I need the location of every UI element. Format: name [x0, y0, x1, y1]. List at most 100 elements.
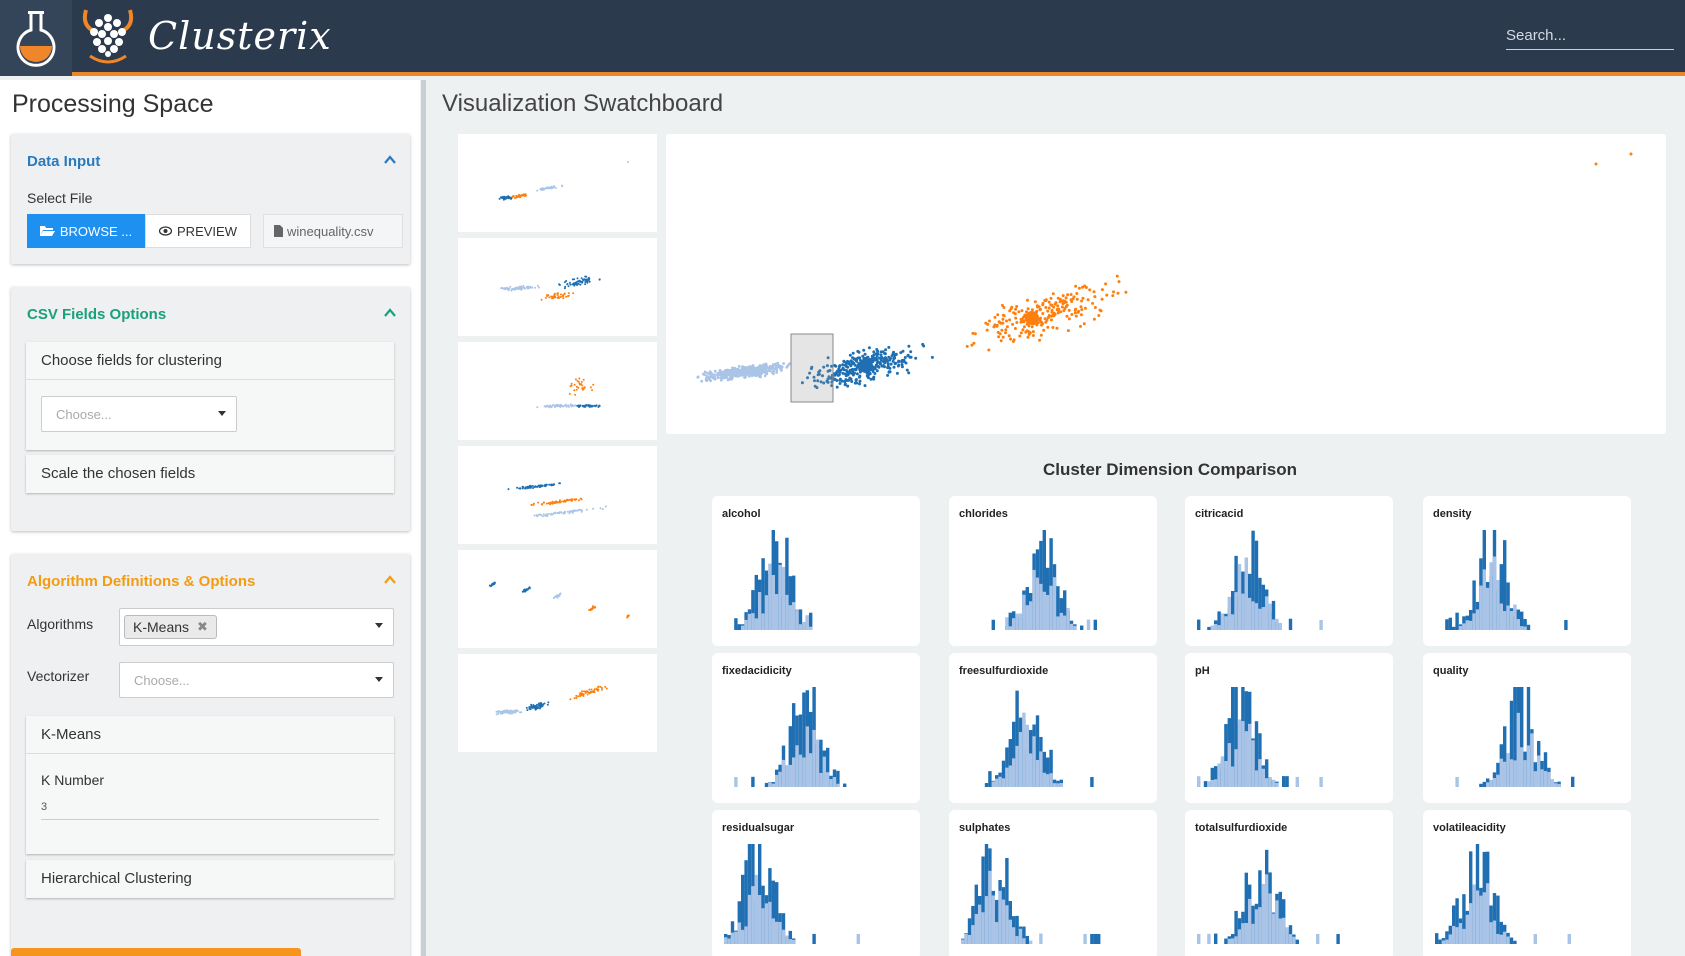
scatter-point	[713, 373, 716, 376]
scatter-point	[874, 363, 878, 367]
search-input[interactable]	[1506, 22, 1674, 50]
histogram-card-quality[interactable]: quality	[1423, 653, 1631, 803]
scatter-point	[576, 277, 579, 280]
histogram-bar	[832, 777, 837, 787]
scatter-point	[744, 368, 748, 372]
chevron-up-icon[interactable]	[384, 307, 396, 319]
histogram-card-fixedacidicity[interactable]: fixedacidicity	[712, 653, 920, 803]
hierarchical-section[interactable]: Hierarchical Clustering	[26, 860, 394, 898]
scale-fields-label[interactable]: Scale the chosen fields	[41, 465, 196, 482]
fields-select[interactable]: Choose...	[41, 396, 237, 432]
vectorizer-select[interactable]: Choose...	[119, 662, 394, 698]
histogram-label: volatileacidity	[1433, 822, 1506, 834]
scatter-point	[543, 501, 545, 504]
histogram-bar	[1258, 907, 1262, 944]
scatter-point	[1027, 330, 1031, 334]
thumbnail-2[interactable]	[458, 238, 657, 336]
histogram-card-pH[interactable]: pH	[1185, 653, 1393, 803]
k-number-input[interactable]: 3	[41, 798, 379, 820]
run-button[interactable]	[11, 948, 301, 956]
thumbnail-3[interactable]	[458, 342, 657, 440]
thumbnail-1[interactable]	[458, 134, 657, 232]
scatter-point	[534, 286, 536, 289]
scatter-canvas[interactable]	[666, 134, 1666, 434]
scatter-point	[848, 376, 852, 380]
scatter-point	[626, 615, 629, 618]
scatter-point	[1056, 308, 1060, 312]
scatter-point	[561, 184, 563, 187]
thumbnail-5[interactable]	[458, 550, 657, 648]
scale-fields-section[interactable]: Scale the chosen fields	[26, 455, 394, 493]
histogram-card-citricacid[interactable]: citricacid	[1185, 496, 1393, 646]
preview-button[interactable]: PREVIEW	[145, 214, 251, 248]
histogram-bar	[764, 782, 769, 787]
scatter-point	[891, 359, 895, 363]
scatter-point	[586, 281, 589, 284]
histogram-bar	[1452, 925, 1456, 944]
kmeans-title[interactable]: K-Means	[26, 716, 394, 754]
data-input-title[interactable]: Data Input	[27, 153, 101, 170]
scatter-point	[844, 378, 848, 382]
histogram-bar	[1499, 921, 1503, 944]
histogram-bar	[1039, 751, 1043, 787]
histogram-bar	[781, 566, 786, 630]
browse-button[interactable]: BROWSE ...	[27, 214, 145, 248]
scatter-point	[830, 364, 833, 368]
histogram-bar	[768, 563, 772, 630]
histogram-bar	[792, 602, 796, 630]
scatter-point	[1075, 297, 1079, 301]
scatter-point	[573, 697, 576, 700]
choose-fields-label[interactable]: Choose fields for clustering	[26, 342, 394, 380]
scatter-point	[582, 279, 585, 282]
scatter-point	[565, 405, 568, 408]
thumbnail-6[interactable]	[458, 654, 657, 752]
chevron-up-icon[interactable]	[384, 574, 396, 586]
histogram-bar	[1086, 619, 1091, 630]
scatter-point	[509, 710, 512, 713]
scatter-point	[520, 711, 523, 714]
histogram-plot	[961, 844, 1101, 944]
scatter-point	[849, 364, 853, 368]
histogram-card-freesulfurdioxide[interactable]: freesulfurdioxide	[949, 653, 1157, 803]
histogram-bar	[988, 870, 992, 944]
scatter-point	[627, 161, 629, 163]
scatter-point	[571, 404, 574, 407]
scatter-point	[528, 286, 531, 289]
histogram-bar	[768, 901, 772, 944]
chevron-up-icon[interactable]	[384, 154, 396, 166]
histogram-card-totalsulfurdioxide[interactable]: totalsulfurdioxide	[1185, 810, 1393, 956]
histogram-card-sulphates[interactable]: sulphates	[949, 810, 1157, 956]
scatter-point	[762, 363, 766, 367]
histogram-card-residualsugar[interactable]: residualsugar	[712, 810, 920, 956]
hierarchical-label[interactable]: Hierarchical Clustering	[41, 870, 192, 887]
histogram-card-chlorides[interactable]: chlorides	[949, 496, 1157, 646]
scatter-point	[1058, 300, 1062, 304]
thumbnail-4[interactable]	[458, 446, 657, 544]
scatter-point	[575, 509, 578, 512]
scatter-point	[538, 703, 541, 706]
histogram-card-volatileacidity[interactable]: volatileacidity	[1423, 810, 1631, 956]
histogram-card-density[interactable]: density	[1423, 496, 1631, 646]
algorithms-select[interactable]: K-Means ✖	[119, 608, 394, 646]
csv-fields-title[interactable]: CSV Fields Options	[27, 306, 167, 323]
histogram-bar	[1241, 593, 1245, 630]
scatter-point	[866, 376, 870, 380]
panel-splitter[interactable]	[421, 80, 426, 956]
histogram-bar	[1008, 626, 1012, 630]
scatter-point	[1076, 310, 1080, 314]
algorithm-options-title[interactable]: Algorithm Definitions & Options	[27, 573, 256, 590]
main-scatter-plot[interactable]	[666, 134, 1666, 434]
histogram-bar	[1275, 900, 1279, 944]
flask-logo-icon[interactable]	[0, 0, 72, 76]
brush-selection[interactable]	[790, 333, 834, 403]
histogram-bar	[1445, 931, 1449, 944]
histogram-card-alcohol[interactable]: alcohol	[712, 496, 920, 646]
remove-tag-icon[interactable]: ✖	[197, 619, 208, 634]
histogram-bar	[1042, 591, 1046, 630]
scatter-point	[1098, 308, 1102, 312]
histogram-bar	[1210, 779, 1214, 787]
scatter-point	[559, 293, 562, 296]
histogram-bar	[1499, 603, 1503, 630]
histogram-bar	[1496, 579, 1500, 630]
histogram-bar	[1197, 776, 1201, 787]
